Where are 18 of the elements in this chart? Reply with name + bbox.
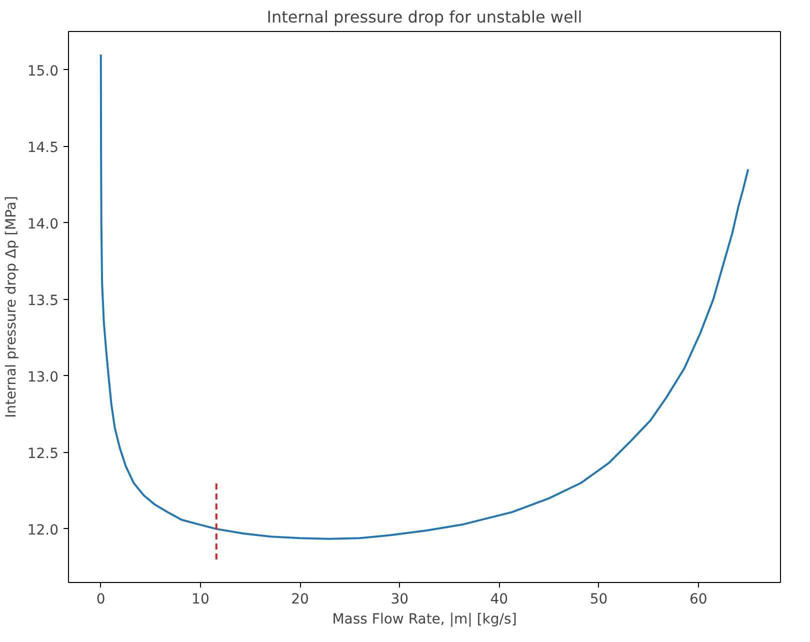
- x-tick-label: 40: [490, 592, 508, 608]
- y-tick-label: 14.5: [27, 140, 58, 156]
- x-tick-label: 0: [96, 592, 106, 608]
- x-tick-label: 60: [689, 592, 708, 608]
- y-tick-label: 13.5: [27, 292, 58, 309]
- x-tick-label: 10: [192, 592, 210, 608]
- y-tick-label: 12.5: [27, 446, 58, 462]
- x-axis-title: Mass Flow Rate, |m| [kg/s]: [332, 612, 517, 628]
- y-axis-title: Internal pressure drop Δp [MPa]: [3, 196, 20, 418]
- y-tick-label: 14.0: [27, 216, 58, 232]
- y-tick-label: 13.0: [27, 369, 58, 386]
- x-tick-label: 20: [291, 592, 309, 608]
- y-tick-label: 15.0: [27, 63, 58, 80]
- x-tick-label: 50: [590, 592, 608, 608]
- line-series: [100, 53, 750, 540]
- x-tick-label: 30: [390, 592, 409, 608]
- chart-title: Internal pressure drop for unstable well: [266, 8, 582, 26]
- y-tick-label: 12.0: [27, 522, 58, 538]
